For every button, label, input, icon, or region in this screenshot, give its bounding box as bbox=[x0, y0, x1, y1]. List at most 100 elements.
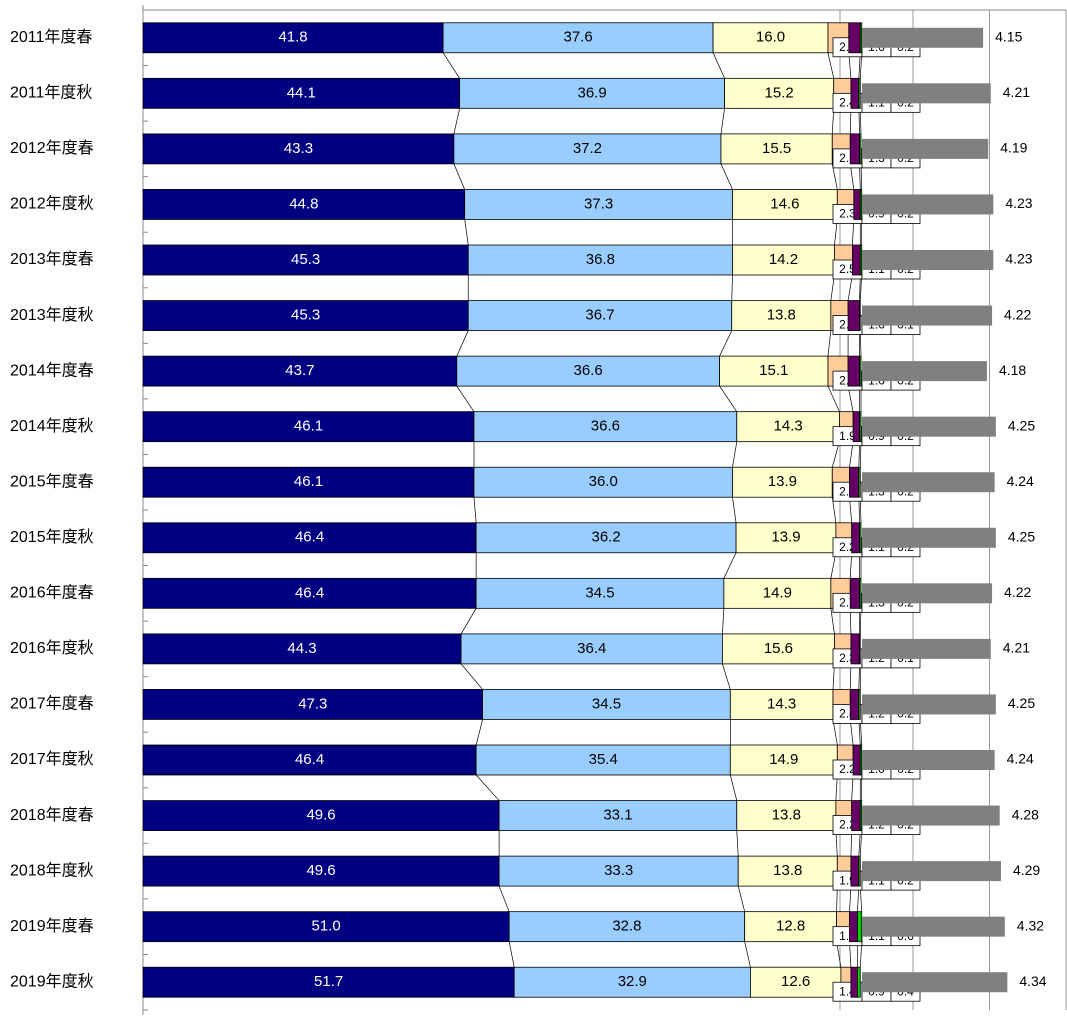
bar-segment bbox=[744, 911, 837, 943]
mean-bar bbox=[862, 194, 994, 215]
value-label: 44.8 bbox=[289, 195, 318, 212]
value-label: 43.3 bbox=[284, 140, 313, 157]
series-line bbox=[453, 108, 460, 134]
bar-segment bbox=[142, 911, 510, 943]
value-label: 12.6 bbox=[781, 973, 810, 990]
value-label: 46.4 bbox=[295, 751, 324, 768]
value-label: 13.9 bbox=[768, 473, 797, 490]
mean-label: 4.25 bbox=[1008, 695, 1035, 711]
value-label: 35.4 bbox=[589, 751, 618, 768]
value-label: 32.8 bbox=[612, 918, 641, 935]
mean-label: 4.34 bbox=[1019, 973, 1046, 989]
mean-bar bbox=[862, 416, 996, 437]
mean-bar bbox=[862, 583, 993, 604]
category-label: 2014年度春 bbox=[10, 361, 94, 379]
bar-segment bbox=[858, 689, 861, 720]
category-label: 2013年度春 bbox=[10, 250, 94, 268]
category-label: 2012年度秋 bbox=[10, 195, 94, 213]
bar-segment bbox=[859, 522, 862, 554]
series-line bbox=[464, 219, 469, 246]
value-label: 12.8 bbox=[776, 918, 805, 935]
category-label: 2015年度秋 bbox=[10, 528, 94, 546]
category-label: 2013年度秋 bbox=[10, 306, 94, 324]
series-line bbox=[456, 330, 469, 357]
series-line bbox=[827, 52, 835, 79]
bar-segment bbox=[859, 133, 862, 165]
series-line bbox=[475, 774, 500, 801]
value-label: 36.9 bbox=[578, 84, 607, 101]
category-label: 2014年度秋 bbox=[10, 417, 94, 435]
bar-segment bbox=[850, 855, 860, 887]
mean-bar bbox=[862, 527, 996, 548]
bar-segment bbox=[736, 411, 840, 443]
value-label: 14.6 bbox=[770, 195, 799, 212]
value-label: 46.1 bbox=[294, 473, 323, 490]
bar-segment bbox=[859, 800, 863, 831]
series-line bbox=[719, 385, 738, 412]
value-label: 36.6 bbox=[574, 362, 603, 379]
value-label: 14.9 bbox=[763, 584, 792, 601]
value-label: 15.6 bbox=[764, 640, 793, 657]
mean-bar bbox=[862, 361, 987, 382]
bar-segment bbox=[142, 577, 477, 609]
bar-segment bbox=[732, 244, 835, 276]
bar-segment bbox=[849, 133, 860, 165]
category-label: 2017年度春 bbox=[10, 695, 94, 713]
mean-bar bbox=[862, 83, 991, 104]
series-line bbox=[736, 830, 739, 857]
value-label: 14.9 bbox=[769, 751, 798, 768]
category-label: 2011年度秋 bbox=[10, 84, 92, 102]
series-line bbox=[723, 552, 737, 579]
bar-segment bbox=[720, 133, 833, 165]
bar-segment bbox=[456, 355, 720, 387]
mean-label: 4.22 bbox=[1004, 584, 1031, 600]
value-label: 46.4 bbox=[295, 584, 324, 601]
series-line bbox=[712, 52, 725, 79]
bar-segment bbox=[142, 744, 477, 776]
value-label: 2.3 bbox=[839, 207, 856, 221]
series-line bbox=[827, 330, 832, 357]
value-label: 47.3 bbox=[298, 695, 327, 712]
bar-segment bbox=[859, 577, 862, 609]
category-label: 2015年度春 bbox=[10, 472, 94, 490]
value-label: 13.9 bbox=[771, 529, 800, 546]
bar-segment bbox=[142, 855, 500, 887]
series-line bbox=[456, 385, 475, 412]
value-label: 43.7 bbox=[285, 362, 314, 379]
value-label: 14.3 bbox=[767, 695, 796, 712]
bar-segment bbox=[850, 633, 860, 665]
series-line bbox=[827, 385, 840, 412]
value-label: 13.8 bbox=[772, 807, 801, 824]
bar-segment bbox=[513, 966, 751, 998]
value-label: 37.6 bbox=[564, 29, 593, 46]
bar-segment bbox=[735, 522, 837, 554]
bar-segment bbox=[849, 466, 860, 498]
series-line bbox=[442, 52, 460, 79]
bar-segment bbox=[459, 77, 725, 109]
value-label: 37.3 bbox=[584, 195, 613, 212]
value-label: 36.7 bbox=[585, 307, 614, 324]
mean-label: 4.21 bbox=[1003, 640, 1030, 656]
series-line bbox=[830, 608, 835, 634]
bar-segment bbox=[857, 911, 863, 943]
mean-label: 4.22 bbox=[1004, 306, 1031, 322]
mean-label: 4.29 bbox=[1013, 862, 1040, 878]
bar-segment bbox=[858, 466, 861, 498]
mean-bar bbox=[862, 805, 1000, 826]
series-line bbox=[453, 163, 465, 190]
mean-bar bbox=[862, 638, 991, 659]
bar-segment bbox=[722, 633, 835, 665]
value-label: 37.2 bbox=[573, 140, 602, 157]
bar-segment bbox=[731, 300, 832, 331]
bar-segment bbox=[719, 355, 829, 387]
mean-label: 4.24 bbox=[1007, 751, 1034, 767]
mean-bar bbox=[862, 27, 984, 48]
value-label: 36.6 bbox=[591, 418, 620, 435]
bar-segment bbox=[142, 633, 462, 665]
mean-label: 4.21 bbox=[1003, 84, 1030, 100]
series-line bbox=[473, 497, 477, 523]
value-label: 33.1 bbox=[603, 807, 632, 824]
bar-segment bbox=[729, 689, 834, 720]
bar-segment bbox=[849, 577, 860, 609]
bar-segment bbox=[858, 855, 861, 887]
